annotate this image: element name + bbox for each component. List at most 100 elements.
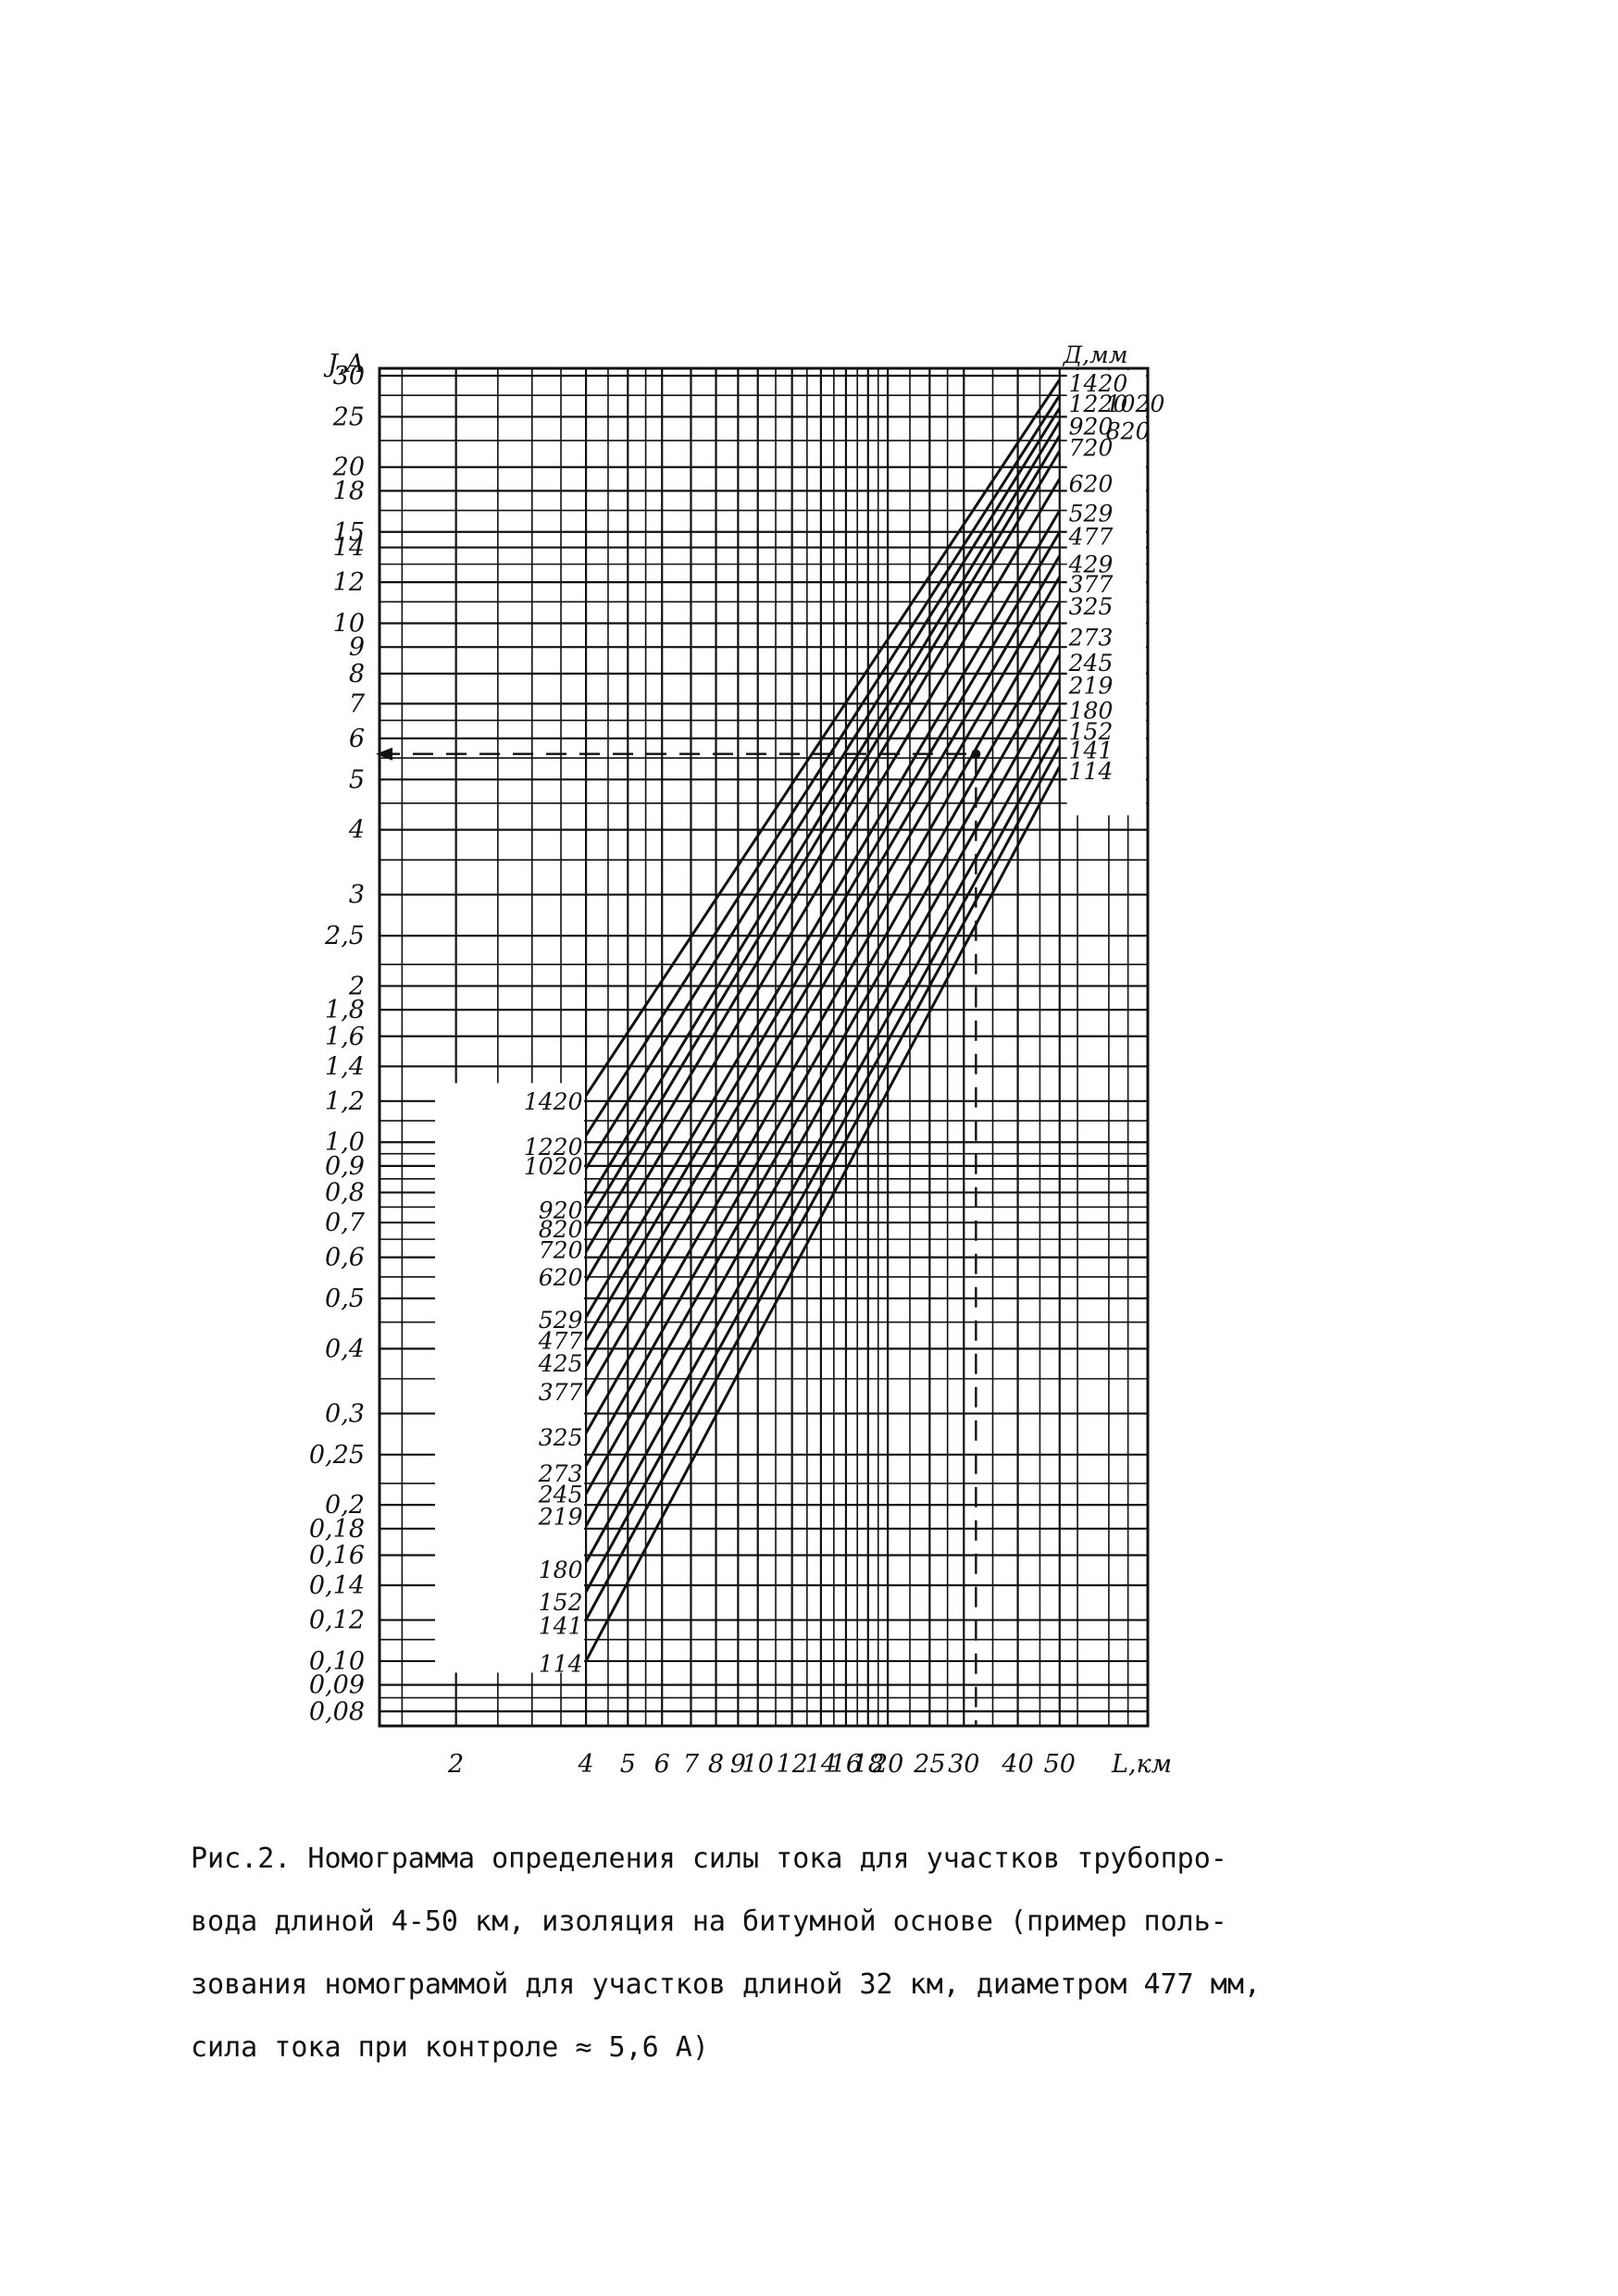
y-tick-label: 0,6 bbox=[325, 1244, 365, 1272]
left-diameter-label: 1220 bbox=[524, 1134, 583, 1160]
y-tick-label: 0,25 bbox=[309, 1441, 365, 1470]
y-tick-label: 4 bbox=[348, 816, 365, 845]
left-diameter-label: 273 bbox=[538, 1460, 583, 1487]
y-tick-label: 1,4 bbox=[325, 1052, 365, 1081]
y-tick-label: 30 bbox=[333, 362, 365, 391]
x-tick-label: 16 bbox=[830, 1750, 862, 1779]
curve-1220 bbox=[584, 394, 1062, 1136]
y-tick-label: 0,7 bbox=[325, 1209, 366, 1237]
right-diameter-label: 920 bbox=[1069, 413, 1114, 440]
example-point bbox=[971, 749, 981, 759]
left-label-panel bbox=[435, 1083, 585, 1673]
y-tick-label: 9 bbox=[349, 633, 365, 662]
y-tick-label: 1,6 bbox=[325, 1023, 365, 1051]
curve-1420 bbox=[584, 379, 1062, 1097]
y-axis-title: Ј,А bbox=[323, 350, 365, 379]
right-diameter-label: 141 bbox=[1069, 737, 1114, 763]
x-tick-label: 2 bbox=[447, 1750, 464, 1779]
y-tick-label: 5 bbox=[349, 765, 365, 794]
x-tick-label: 4 bbox=[577, 1750, 593, 1779]
curve-920 bbox=[584, 420, 1062, 1205]
curve-620 bbox=[584, 478, 1062, 1283]
right-diameter-label: 114 bbox=[1069, 758, 1114, 785]
x-tick-label: 9 bbox=[730, 1750, 746, 1779]
right-diameter-label: 477 bbox=[1068, 524, 1114, 551]
curve-219 bbox=[584, 678, 1062, 1527]
right-diameter-label: 245 bbox=[1068, 650, 1114, 676]
y-tick-label: 0,2 bbox=[325, 1491, 365, 1520]
y-tick-label: 0,4 bbox=[325, 1334, 365, 1363]
x-tick-label: 40 bbox=[1001, 1750, 1033, 1779]
x-tick-label: 20 bbox=[871, 1750, 903, 1779]
y-tick-label: 0,12 bbox=[309, 1607, 365, 1635]
x-tick-label: 5 bbox=[620, 1750, 636, 1779]
left-diameter-label: 720 bbox=[539, 1237, 583, 1264]
y-tick-label: 0,09 bbox=[309, 1671, 365, 1700]
y-tick-label: 0,08 bbox=[309, 1697, 365, 1726]
right-diameter-label: 1020 bbox=[1106, 391, 1165, 417]
right-diameter-label: 429 bbox=[1068, 552, 1114, 578]
left-diameter-label: 141 bbox=[539, 1613, 583, 1640]
x-tick-label: 14 bbox=[805, 1750, 837, 1779]
y-tick-label: 6 bbox=[349, 725, 365, 753]
curve-325 bbox=[584, 601, 1062, 1434]
y-tick-label: 0,16 bbox=[309, 1541, 365, 1570]
y-tick-label: 15 bbox=[333, 518, 365, 547]
y-tick-label: 2,5 bbox=[324, 922, 365, 950]
right-diameter-label: 180 bbox=[1069, 697, 1114, 724]
x-tick-label: 10 bbox=[742, 1750, 774, 1779]
right-diameter-label: 377 bbox=[1069, 571, 1114, 598]
curve-1020 bbox=[584, 407, 1062, 1170]
y-tick-label: 20 bbox=[332, 453, 365, 482]
left-diameter-label: 219 bbox=[538, 1504, 583, 1531]
left-diameter-label: 180 bbox=[539, 1557, 583, 1583]
y-tick-label: 0,8 bbox=[325, 1179, 365, 1208]
example-arrow-icon bbox=[376, 747, 392, 761]
right-label-panel bbox=[1066, 370, 1146, 816]
y-tick-label: 7 bbox=[349, 689, 366, 718]
right-diameter-label: 273 bbox=[1068, 625, 1114, 652]
y-tick-label: 10 bbox=[333, 610, 365, 639]
curve-820 bbox=[584, 434, 1062, 1227]
curve-180 bbox=[584, 706, 1062, 1563]
x-tick-label: 50 bbox=[1044, 1750, 1076, 1779]
left-diameter-label: 920 bbox=[539, 1198, 583, 1224]
left-diameter-label: 377 bbox=[539, 1379, 583, 1406]
x-tick-label: 30 bbox=[948, 1750, 979, 1779]
right-diameter-label: 720 bbox=[1069, 435, 1114, 462]
y-tick-label: 1,0 bbox=[325, 1128, 365, 1157]
y-tick-label: 3 bbox=[349, 881, 365, 910]
right-diameter-label: 820 bbox=[1106, 417, 1151, 444]
right-diameter-label: 219 bbox=[1068, 672, 1114, 699]
x-tick-label: 25 bbox=[913, 1750, 945, 1779]
curve-273 bbox=[584, 627, 1062, 1467]
caption-line-3: зования номограммой для участков длиной … bbox=[191, 1968, 1261, 2001]
y-tick-label: 25 bbox=[332, 403, 365, 431]
y-tick-label: 0,9 bbox=[325, 1152, 365, 1181]
x-tick-label: 7 bbox=[683, 1750, 700, 1779]
y-tick-label: 0,14 bbox=[309, 1571, 365, 1600]
diameter-header: Д,мм bbox=[1063, 341, 1128, 368]
diameter-curves bbox=[584, 379, 1062, 1662]
left-diameter-label: 477 bbox=[538, 1327, 583, 1354]
curve-377 bbox=[584, 576, 1062, 1396]
y-tick-label: 8 bbox=[349, 660, 365, 689]
y-tick-label: 2 bbox=[348, 972, 365, 1000]
example-guide bbox=[376, 747, 981, 1726]
x-tick-label: 18 bbox=[853, 1750, 884, 1779]
left-diameter-label: 152 bbox=[539, 1589, 583, 1616]
curve-114 bbox=[584, 765, 1062, 1662]
x-tick-label: 8 bbox=[708, 1750, 724, 1779]
curve-720 bbox=[584, 450, 1062, 1253]
y-tick-label: 18 bbox=[333, 477, 365, 505]
y-tick-label: 0,3 bbox=[325, 1399, 365, 1428]
right-diameter-label: 1420 bbox=[1069, 370, 1128, 397]
x-tick-label: 12 bbox=[776, 1750, 807, 1779]
figure-caption: Рис.2. Номограмма определения силы тока … bbox=[191, 1812, 1375, 2095]
y-tick-label: 0,18 bbox=[309, 1515, 365, 1544]
y-tick-label: 1,2 bbox=[325, 1087, 365, 1116]
